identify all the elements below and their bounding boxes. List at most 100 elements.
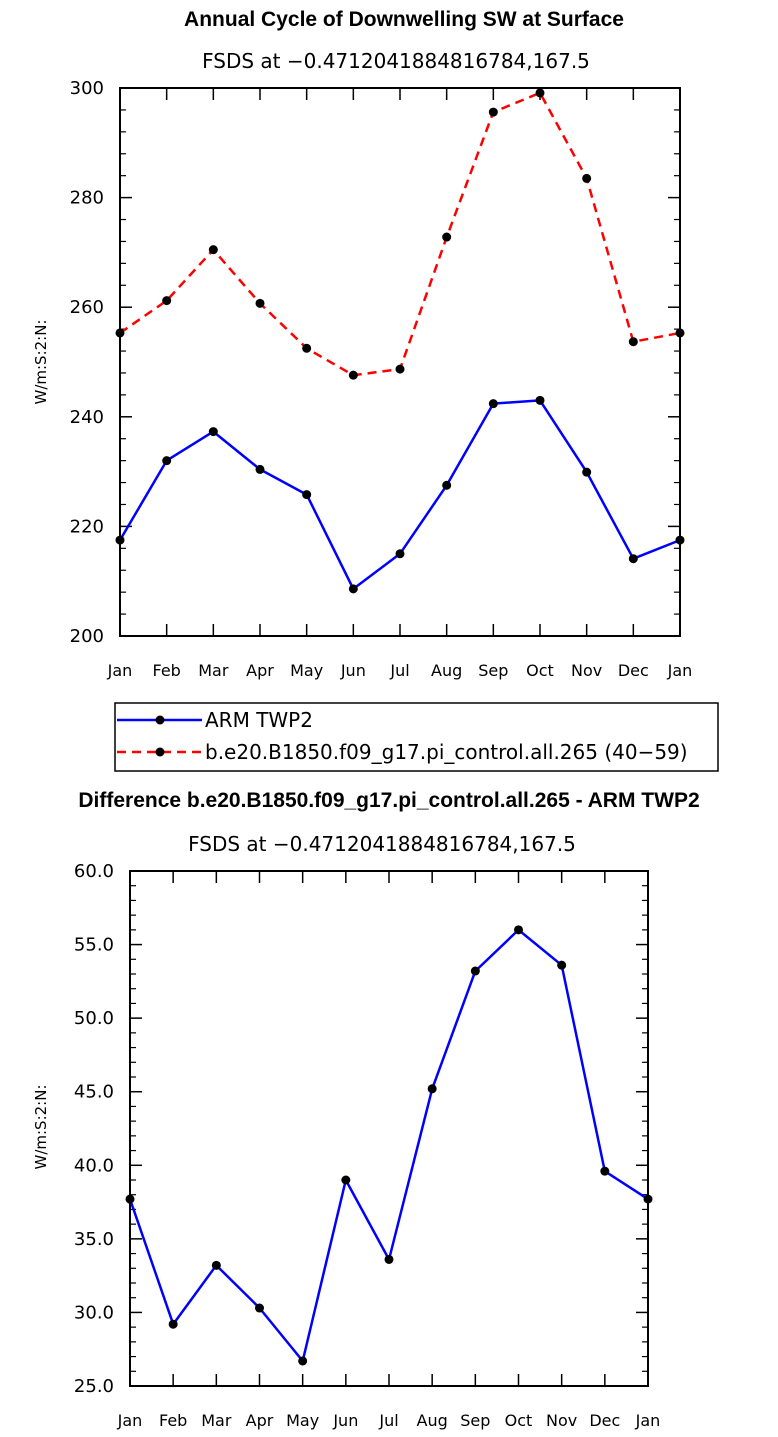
x-tick-label: Jan xyxy=(667,661,693,680)
y-tick-label: 45.0 xyxy=(74,1082,114,1103)
difference-x-tick-labels: Jan Feb Mar Apr May Jun Jul Aug Sep Oct Nov Dec Jan xyxy=(117,1411,661,1430)
data-point xyxy=(535,395,545,405)
x-tick-label: Sep xyxy=(478,661,508,680)
data-point xyxy=(255,298,265,308)
data-point xyxy=(298,1356,308,1366)
data-point xyxy=(600,1166,610,1176)
data-point xyxy=(162,296,172,306)
series-layer xyxy=(115,88,685,594)
data-point xyxy=(125,1194,135,1204)
y-tick-label: 220 xyxy=(70,516,104,537)
data-point xyxy=(535,88,545,98)
y-tick-label: 300 xyxy=(70,78,104,99)
data-point xyxy=(348,370,358,380)
y-tick-label: 280 xyxy=(70,188,104,209)
data-point xyxy=(255,1303,264,1313)
data-point xyxy=(488,107,498,117)
legend: ARM TWP2 b.e20.B1850.f09_g17.pi_control.… xyxy=(114,702,719,772)
legend-label-model: b.e20.B1850.f09_g17.pi_control.all.265 (… xyxy=(205,740,688,764)
data-point xyxy=(211,1260,221,1270)
data-point xyxy=(675,535,685,545)
series-line-1 xyxy=(119,91,681,377)
x-tick-label: Jul xyxy=(378,1411,398,1430)
y-tick-label: 40.0 xyxy=(74,1155,114,1176)
x-tick-label: Jun xyxy=(332,1411,358,1430)
data-point xyxy=(115,535,125,545)
annual-cycle-chart: Annual Cycle of Downwelling SW at Surfac… xyxy=(32,8,692,680)
data-point xyxy=(675,328,685,338)
data-point xyxy=(302,343,312,353)
data-point xyxy=(162,456,172,466)
data-point xyxy=(427,1084,437,1094)
data-point xyxy=(348,584,358,594)
data-point xyxy=(628,554,638,564)
chart-subtitle: FSDS at −0.4712041884816784,167.5 xyxy=(202,49,590,73)
series-line-0 xyxy=(128,928,649,1363)
legend-item-arm-twp2: ARM TWP2 xyxy=(117,708,313,732)
x-tick-label: Mar xyxy=(198,661,229,680)
chart-title: Annual Cycle of Downwelling SW at Surfac… xyxy=(184,8,624,31)
x-tick-label: Jun xyxy=(340,661,366,680)
difference-plot-frame xyxy=(129,870,649,1387)
data-point xyxy=(115,328,125,338)
legend-marker-model xyxy=(155,747,165,757)
data-point xyxy=(643,1194,653,1204)
data-point xyxy=(442,480,452,490)
data-point xyxy=(302,490,312,500)
y-tick-label: 260 xyxy=(70,297,104,318)
data-point xyxy=(395,549,405,559)
y-tick-label: 60.0 xyxy=(74,861,114,882)
data-point xyxy=(628,337,638,347)
y-tick-label: 240 xyxy=(70,407,104,428)
x-tick-label: Aug xyxy=(417,1411,448,1430)
x-tick-label: Apr xyxy=(246,661,274,680)
y-tick-label: 30.0 xyxy=(74,1302,114,1323)
data-point xyxy=(208,427,218,437)
data-point xyxy=(395,364,405,374)
data-point xyxy=(341,1175,351,1185)
x-tick-label: Aug xyxy=(431,661,462,680)
x-tick-label: Feb xyxy=(159,1411,187,1430)
data-point xyxy=(488,399,498,409)
data-point xyxy=(470,966,480,976)
y-tick-label: 35.0 xyxy=(74,1229,114,1250)
data-point xyxy=(582,467,592,477)
data-point xyxy=(557,960,567,970)
difference-chart-subtitle: FSDS at −0.4712041884816784,167.5 xyxy=(188,832,576,856)
x-tick-label: May xyxy=(290,661,323,680)
y-tick-label: 200 xyxy=(70,626,104,647)
x-tick-labels: Jan Feb Mar Apr May Jun Jul Aug Sep Oct Nov Dec Jan xyxy=(107,661,693,680)
y-axis-label: W/m:S:2:N: xyxy=(32,320,50,405)
data-point xyxy=(514,925,523,935)
x-tick-label: Jan xyxy=(117,1411,143,1430)
difference-chart: Difference b.e20.B1850.f09_g17.pi_contro… xyxy=(32,789,700,1430)
y-tick-label: 50.0 xyxy=(74,1008,114,1029)
x-tick-label: Jul xyxy=(389,661,409,680)
x-tick-label: May xyxy=(286,1411,319,1430)
data-point xyxy=(208,245,218,255)
x-tick-label: Nov xyxy=(571,661,602,680)
data-point xyxy=(582,173,592,183)
x-tick-label: Sep xyxy=(460,1411,490,1430)
difference-axis-ticks xyxy=(129,870,649,1387)
y-tick-label: 55.0 xyxy=(74,935,114,956)
data-point xyxy=(384,1254,394,1264)
x-tick-label: Oct xyxy=(505,1411,533,1430)
x-tick-label: Nov xyxy=(546,1411,577,1430)
x-tick-label: Oct xyxy=(526,661,554,680)
x-tick-label: Mar xyxy=(201,1411,232,1430)
x-tick-label: Jan xyxy=(635,1411,661,1430)
x-tick-label: Apr xyxy=(246,1411,274,1430)
data-point xyxy=(168,1319,178,1329)
legend-box xyxy=(114,702,719,772)
difference-y-axis-label: W/m:S:2:N: xyxy=(32,1085,50,1170)
x-tick-label: Dec xyxy=(618,661,649,680)
legend-label-arm-twp2: ARM TWP2 xyxy=(205,708,313,732)
legend-item-model: b.e20.B1850.f09_g17.pi_control.all.265 (… xyxy=(117,740,688,764)
data-point xyxy=(442,232,452,242)
legend-marker-arm-twp2 xyxy=(155,715,165,725)
y-tick-labels: 200 220 240 260 280 300 xyxy=(70,78,104,647)
data-point xyxy=(255,464,265,474)
difference-series-layer xyxy=(125,925,653,1366)
y-tick-label: 25.0 xyxy=(74,1376,114,1397)
